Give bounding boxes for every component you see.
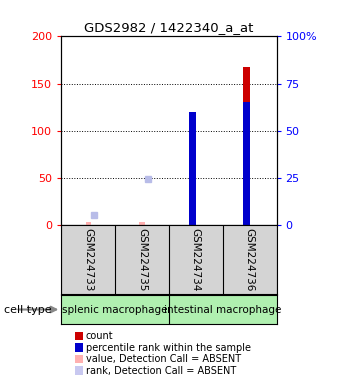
Bar	[85, 222, 91, 225]
Text: cell type: cell type	[4, 305, 51, 314]
Bar	[243, 66, 250, 225]
Title: GDS2982 / 1422340_a_at: GDS2982 / 1422340_a_at	[84, 21, 253, 34]
Text: GSM224734: GSM224734	[191, 228, 201, 291]
Text: GSM224736: GSM224736	[245, 228, 254, 291]
Text: intestinal macrophage: intestinal macrophage	[164, 305, 281, 314]
Bar	[189, 112, 196, 225]
Bar	[189, 112, 196, 225]
Text: splenic macrophage: splenic macrophage	[62, 305, 168, 314]
Text: count: count	[86, 331, 113, 341]
Text: rank, Detection Call = ABSENT: rank, Detection Call = ABSENT	[86, 366, 236, 376]
Text: value, Detection Call = ABSENT: value, Detection Call = ABSENT	[86, 354, 241, 364]
Text: GSM224735: GSM224735	[137, 228, 147, 291]
Text: percentile rank within the sample: percentile rank within the sample	[86, 343, 251, 353]
Text: GSM224733: GSM224733	[83, 228, 93, 291]
Bar	[243, 103, 250, 225]
Bar	[139, 222, 145, 225]
